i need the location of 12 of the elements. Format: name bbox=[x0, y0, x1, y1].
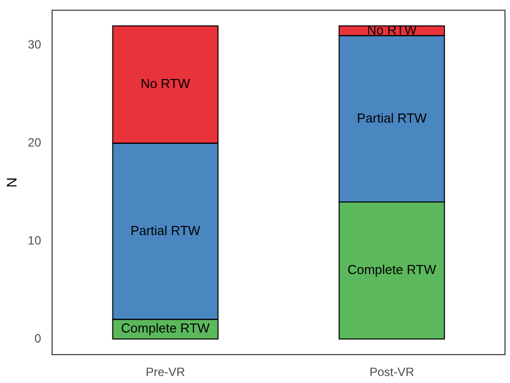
x-tick-label: Pre-VR bbox=[146, 365, 186, 380]
y-tick-label: 30 bbox=[28, 38, 42, 52]
y-tick-label: 0 bbox=[34, 331, 42, 346]
y-tick-label: 10 bbox=[28, 233, 42, 248]
x-tick-label: Post-VR bbox=[369, 365, 414, 380]
y-axis-title: N bbox=[3, 177, 20, 188]
text: No RTW bbox=[140, 76, 190, 92]
series-label: Partial RTW bbox=[130, 222, 201, 238]
y-tick-label: 20 bbox=[28, 136, 42, 150]
text: Partial RTW bbox=[356, 110, 427, 126]
series-label: Complete RTW bbox=[121, 320, 210, 336]
text: Complete RTW bbox=[347, 262, 436, 278]
